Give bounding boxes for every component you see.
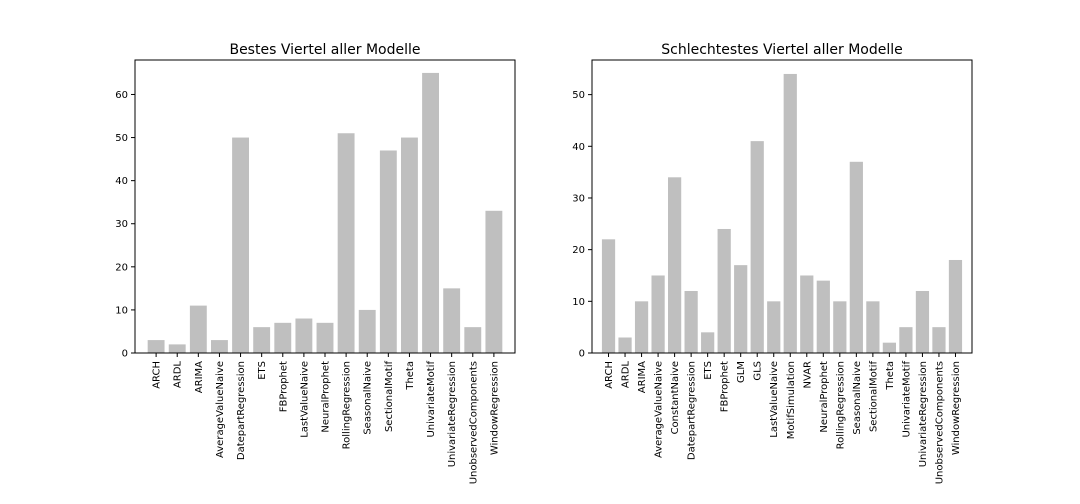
x-tick-label: UnivariateMotif [426,361,437,438]
bar [717,228,731,353]
x-tick-label: RollingRegression [342,361,353,449]
x-tick-label: SectionalMotif [868,361,879,433]
bar [601,239,616,353]
x-tick-label: MotifSimulation [786,361,797,439]
plot-frame [134,59,516,354]
bar [485,210,503,353]
bar [147,340,165,353]
chart-title: Bestes Viertel aller Modelle [229,42,420,58]
x-tick-label: FBProphet [720,361,731,412]
bar [168,344,186,353]
y-tick-label: 20 [572,245,585,256]
bar [800,275,814,353]
x-tick-label: RollingRegression [835,361,846,449]
bar [684,290,698,353]
x-tick-label: SectionalMotif [384,361,395,433]
x-tick-label: ConstantNaive [670,361,681,434]
x-tick-label: WindowRegression [951,361,962,455]
x-tick-label: ARCH [152,361,163,389]
y-tick-label: 10 [115,305,128,316]
y-tick-label: 40 [572,142,585,153]
x-tick-label: AverageValueNaive [215,361,226,458]
bar [734,265,748,353]
x-tick-label: ETS [257,361,268,380]
bar [932,327,946,353]
bar [833,301,847,353]
y-tick-label: 0 [579,349,585,360]
bar [189,305,207,353]
bar [849,161,863,353]
bar [783,73,797,353]
bar [668,177,682,353]
x-tick-label: DatepartRegression [687,361,698,460]
bar [634,301,649,353]
bar [422,72,439,354]
bar [651,275,665,353]
x-tick-label: UnobservedComponents [468,361,479,484]
bar [866,301,880,353]
x-tick-label: SeasonalNaive [852,361,863,435]
bar [750,141,764,353]
y-tick-label: 50 [115,133,128,144]
bar [464,327,482,353]
bar [253,327,271,353]
y-tick-label: 10 [572,297,585,308]
x-tick-label: UnivariateRegression [918,361,929,467]
x-tick-label: DatepartRegression [236,361,247,460]
bar [948,259,963,353]
x-tick-label: UnivariateRegression [447,361,458,467]
x-tick-label: AverageValueNaive [654,361,665,458]
x-tick-label: ARDL [173,361,184,388]
y-tick-label: 30 [115,219,128,230]
chart-title: Schlechtestes Viertel aller Modelle [661,42,902,58]
bar [295,318,313,353]
bar [767,301,781,353]
x-tick-label: NeuralProphet [321,361,332,433]
x-tick-label: WindowRegression [489,361,500,455]
bar [337,133,355,353]
chart-worst-quarter: Schlechtestes Viertel aller Modelle ARCH A… [572,42,973,484]
bar [443,288,461,353]
bar [379,150,397,353]
bar [618,337,632,353]
x-tick-label: Theta [885,361,896,391]
x-tick-label: LastValueNaive [299,361,310,438]
x-tick-label: UnobservedComponents [934,361,945,484]
bar [816,280,830,353]
bar [316,322,334,353]
bar [701,332,715,353]
bar [401,137,418,353]
chart-best-quarter: Bestes Viertel aller Modelle ARCH ARDL ARIM… [115,42,516,484]
x-tick-label: ARIMA [194,361,205,393]
bar [899,327,913,353]
x-tick-label: GLS [753,361,764,381]
bar [211,340,228,353]
y-tick-label: 20 [115,262,128,273]
bar [358,309,376,353]
x-tick-label: ETS [703,361,714,380]
y-tick-label: 50 [572,90,585,101]
plot-frame [591,59,973,354]
x-tick-label: Theta [405,361,416,391]
y-tick-label: 40 [115,176,128,187]
x-tick-label: LastValueNaive [769,361,780,438]
x-tick-label: FBProphet [278,361,289,412]
x-tick-label: ARDL [621,361,632,388]
y-tick-label: 30 [572,193,585,204]
bar [232,137,249,353]
x-tick-label: GLM [736,361,747,383]
x-tick-label: SeasonalNaive [363,361,374,435]
x-tick-label: ARCH [604,361,615,389]
x-tick-label: NVAR [802,361,813,389]
x-tick-label: NeuralProphet [819,361,830,433]
y-tick-label: 60 [115,90,128,101]
y-tick-label: 0 [122,349,128,360]
bar [915,290,930,353]
x-tick-label: ARIMA [637,361,648,393]
bar [274,322,292,353]
x-tick-label: UnivariateMotif [901,361,912,438]
bar [882,342,896,353]
